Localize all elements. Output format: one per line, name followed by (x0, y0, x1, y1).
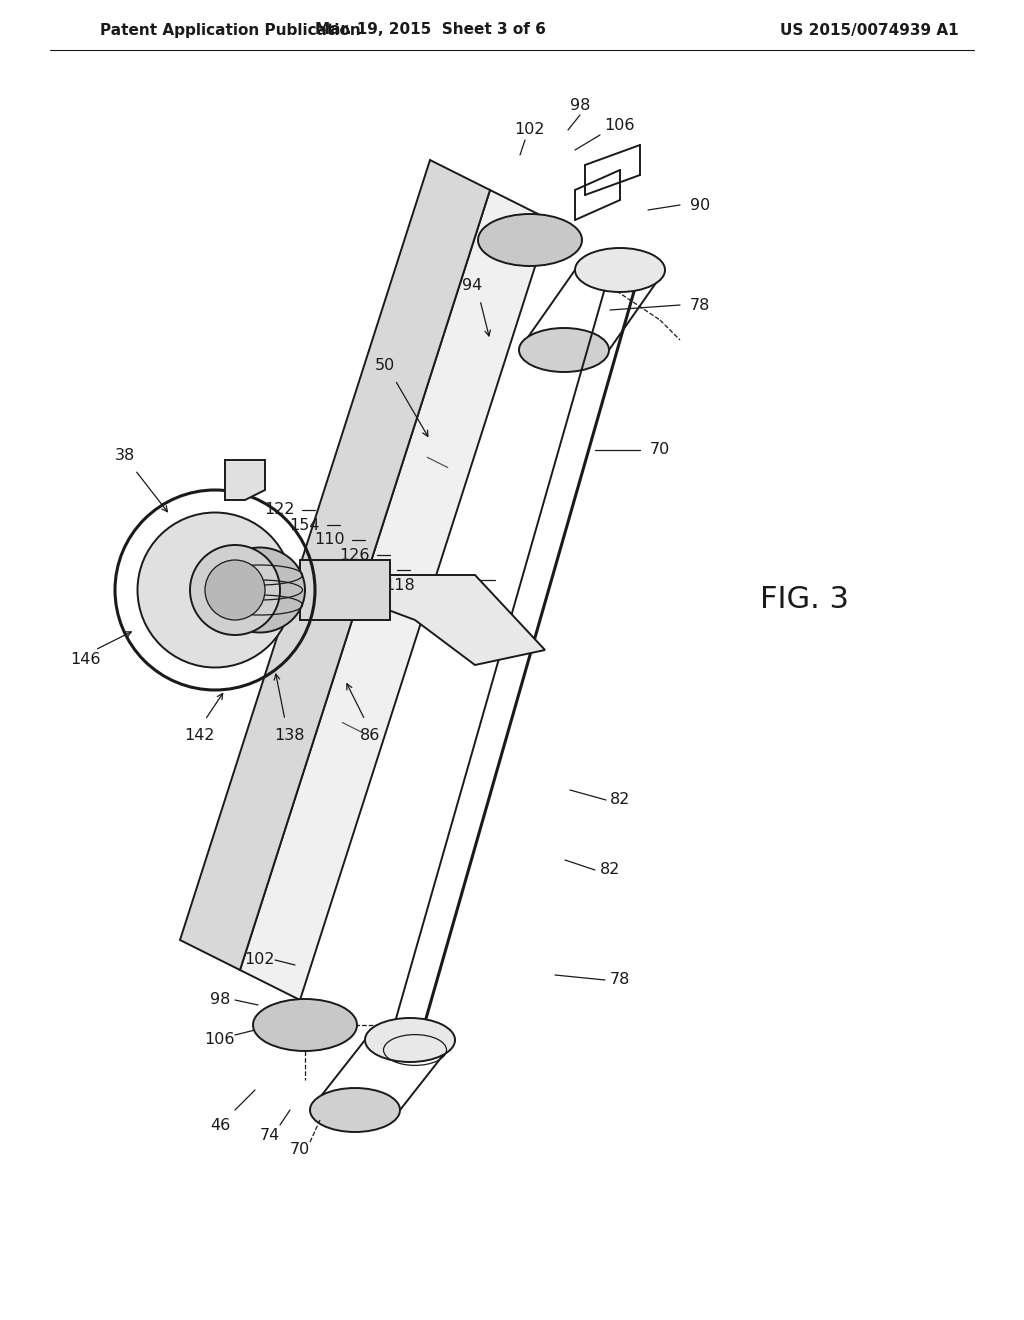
Text: 74: 74 (260, 1127, 281, 1143)
Polygon shape (240, 190, 550, 1001)
Text: 98: 98 (569, 98, 590, 112)
Text: 102: 102 (515, 123, 545, 137)
Text: 78: 78 (610, 973, 630, 987)
Ellipse shape (190, 545, 280, 635)
Text: 110: 110 (314, 532, 345, 548)
Text: 82: 82 (600, 862, 621, 878)
Text: 90: 90 (690, 198, 710, 213)
Text: 94: 94 (462, 277, 482, 293)
Text: 142: 142 (184, 727, 215, 742)
Text: 70: 70 (650, 442, 670, 458)
Text: 154: 154 (290, 517, 319, 532)
Polygon shape (225, 459, 265, 500)
Text: 70: 70 (290, 1143, 310, 1158)
Text: US 2015/0074939 A1: US 2015/0074939 A1 (780, 22, 958, 37)
Text: Mar. 19, 2015  Sheet 3 of 6: Mar. 19, 2015 Sheet 3 of 6 (314, 22, 546, 37)
Text: 98: 98 (210, 993, 230, 1007)
Ellipse shape (137, 512, 293, 668)
Ellipse shape (253, 999, 357, 1051)
Ellipse shape (575, 248, 665, 292)
Text: 38: 38 (115, 447, 135, 462)
Text: 126: 126 (340, 548, 370, 562)
Text: 118: 118 (384, 578, 415, 593)
Ellipse shape (215, 548, 305, 632)
Polygon shape (375, 576, 545, 665)
Text: FIG. 3: FIG. 3 (760, 586, 849, 615)
Text: 122: 122 (264, 503, 295, 517)
Ellipse shape (310, 1088, 400, 1133)
Text: 102: 102 (245, 953, 275, 968)
Text: 114: 114 (359, 562, 390, 578)
Polygon shape (300, 560, 390, 620)
Ellipse shape (205, 560, 265, 620)
Text: 106: 106 (605, 117, 635, 132)
Ellipse shape (478, 214, 582, 267)
Text: 138: 138 (274, 727, 305, 742)
Text: 46: 46 (210, 1118, 230, 1133)
Text: 106: 106 (205, 1032, 236, 1048)
Text: 86: 86 (359, 727, 380, 742)
Text: 82: 82 (610, 792, 630, 808)
Text: Patent Application Publication: Patent Application Publication (100, 22, 360, 37)
Ellipse shape (519, 327, 609, 372)
Ellipse shape (365, 1018, 455, 1063)
Text: 50: 50 (375, 358, 395, 372)
Text: 146: 146 (70, 652, 100, 668)
Polygon shape (180, 160, 490, 970)
Text: 78: 78 (690, 297, 711, 313)
